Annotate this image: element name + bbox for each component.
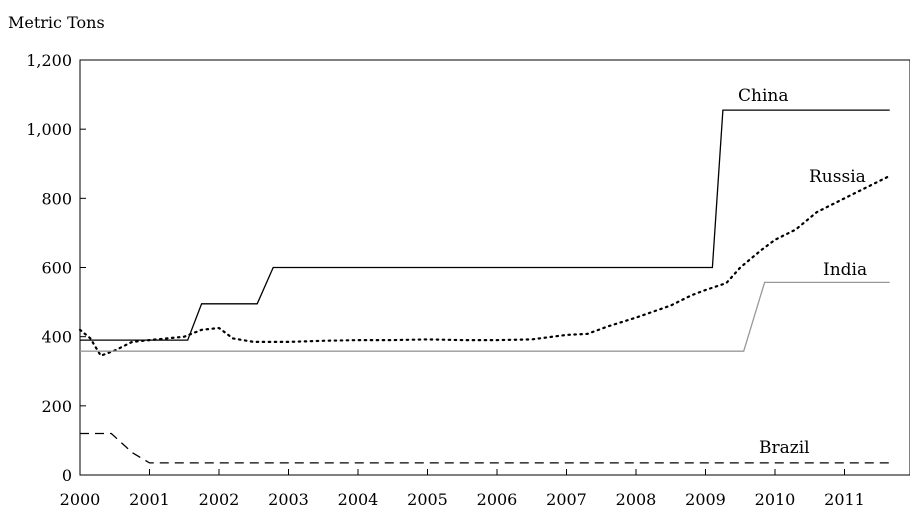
x-tick-label: 2009	[685, 490, 726, 509]
y-axis: 0 200 400 600 800 1,000 1,200	[26, 51, 86, 485]
x-tick-label: 2011	[824, 490, 865, 509]
x-tick-label: 2003	[268, 490, 309, 509]
series-label-russia: Russia	[809, 167, 866, 187]
y-tick-label: 400	[41, 328, 72, 347]
y-tick-label: 200	[41, 397, 72, 416]
series-label-brazil: Brazil	[759, 438, 810, 458]
x-tick-label: 2001	[129, 490, 170, 509]
y-tick-label: 1,000	[26, 120, 72, 139]
series-line-russia	[78, 174, 891, 358]
x-tick-label: 2004	[338, 490, 379, 509]
series-line-india	[80, 281, 890, 352]
x-tick-label: 2008	[616, 490, 657, 509]
series-line-brazil	[80, 432, 890, 464]
x-tick-label: 2010	[755, 490, 796, 509]
y-tick-label: 600	[41, 259, 72, 278]
y-tick-label: 800	[41, 189, 72, 208]
y-tick-label: 0	[62, 466, 72, 485]
x-tick-label: 2000	[60, 490, 101, 509]
series-line-china	[80, 109, 890, 341]
x-tick-label: 2005	[407, 490, 448, 509]
x-axis: 2000 2001 2002 2003 2004 2005 2006 2007 2008 2009…	[60, 469, 865, 509]
x-tick-label: 2006	[477, 490, 518, 509]
series-label-china: China	[738, 86, 788, 106]
series-lines	[78, 109, 891, 464]
series-label-india: India	[823, 260, 867, 280]
y-axis-title: Metric Tons	[8, 13, 105, 32]
x-tick-label: 2007	[546, 490, 587, 509]
x-tick-label: 2002	[199, 490, 240, 509]
y-tick-label: 1,200	[26, 51, 72, 70]
